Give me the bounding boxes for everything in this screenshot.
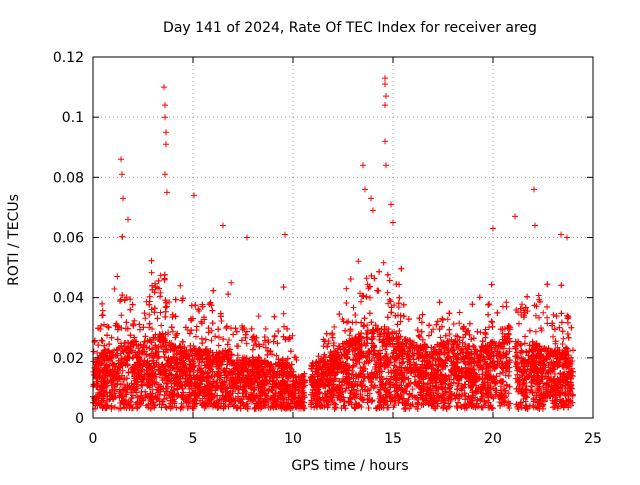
roti-scatter-chart: 0510152025 00.020.040.060.080.10.12 Day … xyxy=(0,0,640,480)
chart-area: 0510152025 00.020.040.060.080.10.12 Day … xyxy=(0,0,640,480)
